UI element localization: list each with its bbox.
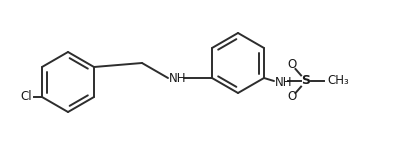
Text: NH: NH	[275, 76, 293, 88]
Text: O: O	[287, 90, 297, 103]
Text: CH₃: CH₃	[327, 74, 349, 87]
Text: O: O	[287, 58, 297, 72]
Text: Cl: Cl	[20, 90, 32, 103]
Text: NH: NH	[169, 72, 187, 85]
Text: S: S	[301, 74, 310, 87]
